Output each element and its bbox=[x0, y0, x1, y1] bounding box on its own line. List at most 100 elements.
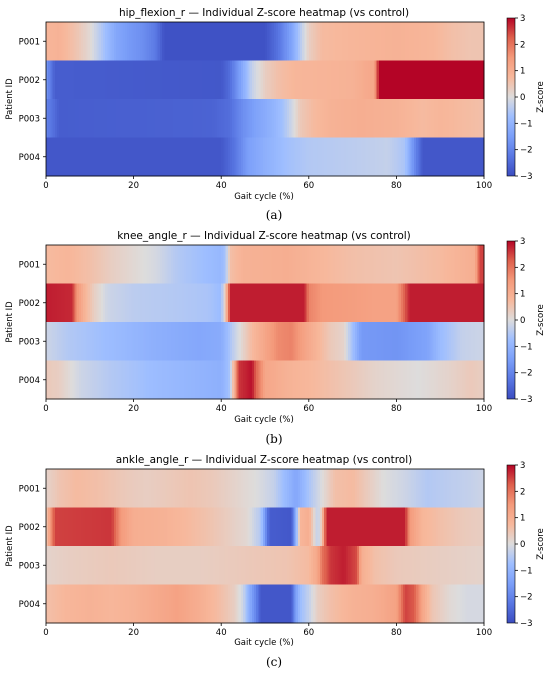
heatmap-cell bbox=[378, 137, 382, 177]
heatmap-cell bbox=[405, 469, 408, 508]
heatmap-cell bbox=[109, 360, 113, 400]
heatmap-cell bbox=[317, 22, 321, 61]
heatmap-cell bbox=[70, 22, 73, 61]
heatmap-cell bbox=[284, 546, 288, 585]
heatmap-cell bbox=[440, 507, 443, 547]
heatmap-cell bbox=[431, 283, 435, 323]
heatmap-cell bbox=[61, 469, 65, 508]
heatmap-cell bbox=[479, 507, 483, 547]
heatmap-cell bbox=[293, 99, 297, 138]
heatmap-cell bbox=[394, 546, 397, 585]
heatmap-cell bbox=[402, 283, 406, 323]
heatmap-cell bbox=[330, 283, 334, 323]
heatmap-cell bbox=[367, 137, 371, 177]
heatmap-cell bbox=[453, 322, 457, 361]
heatmap-cell bbox=[275, 584, 279, 624]
heatmap-cell bbox=[199, 283, 203, 323]
heatmap-cell bbox=[159, 137, 163, 177]
heatmap-cell bbox=[76, 283, 80, 323]
heatmap-cell bbox=[229, 22, 233, 61]
heatmap-cell bbox=[142, 22, 146, 61]
heatmap-cell bbox=[444, 60, 448, 100]
heatmap-cell bbox=[411, 245, 415, 284]
heatmap-cell bbox=[367, 322, 371, 361]
heatmap-cell bbox=[194, 322, 198, 361]
heatmap-cell bbox=[304, 245, 308, 284]
heatmap-cell bbox=[448, 60, 452, 100]
heatmap-cell bbox=[341, 99, 345, 138]
heatmap-cell bbox=[315, 283, 319, 323]
heatmap-cell bbox=[286, 245, 290, 284]
heatmap-cell bbox=[396, 507, 400, 547]
heatmap-cell bbox=[459, 546, 463, 585]
y-tick-label: P001 bbox=[19, 484, 40, 494]
heatmap-cell bbox=[477, 60, 481, 100]
heatmap-cell bbox=[446, 22, 450, 61]
heatmap-cell bbox=[400, 507, 404, 547]
heatmap-cell bbox=[455, 60, 459, 100]
heatmap-cell bbox=[67, 469, 71, 508]
heatmap-cell bbox=[383, 322, 387, 361]
heatmap-cell bbox=[234, 60, 238, 100]
x-tick-label: 40 bbox=[216, 181, 227, 191]
heatmap-cell bbox=[306, 469, 310, 508]
heatmap-cell bbox=[194, 99, 198, 138]
heatmap-cell bbox=[256, 507, 260, 547]
heatmap-cell bbox=[131, 507, 135, 547]
heatmap-cell bbox=[352, 245, 356, 284]
heatmap-cell bbox=[157, 322, 161, 361]
heatmap-cell bbox=[418, 283, 422, 323]
heatmap-cell bbox=[275, 99, 279, 138]
heatmap-cell bbox=[214, 322, 218, 361]
heatmap-cell bbox=[326, 360, 330, 400]
heatmap-cell bbox=[122, 22, 126, 61]
heatmap-cell bbox=[127, 60, 130, 100]
heatmap-cell bbox=[335, 469, 338, 508]
heatmap-cell bbox=[236, 360, 240, 400]
heatmap-cell bbox=[105, 99, 108, 138]
heatmap-cell bbox=[177, 584, 181, 624]
heatmap-cell bbox=[87, 60, 91, 100]
heatmap-cell bbox=[61, 137, 65, 177]
heatmap-cell bbox=[448, 507, 452, 547]
heatmap-cell bbox=[74, 137, 78, 177]
heatmap-cell bbox=[175, 507, 178, 547]
heatmap-cell bbox=[407, 283, 411, 323]
heatmap-cell bbox=[247, 360, 251, 400]
heatmap-cell bbox=[381, 22, 384, 61]
heatmap-cell bbox=[356, 360, 360, 400]
heatmap-cell bbox=[265, 546, 268, 585]
heatmap-cell bbox=[59, 283, 62, 323]
heatmap-cell bbox=[91, 99, 95, 138]
heatmap-cell bbox=[354, 245, 358, 284]
heatmap-cell bbox=[451, 60, 454, 100]
heatmap-cell bbox=[94, 507, 97, 547]
heatmap-cell bbox=[457, 584, 461, 624]
heatmap-cell bbox=[302, 507, 306, 547]
heatmap-cell bbox=[381, 283, 384, 323]
heatmap-cell bbox=[221, 99, 224, 138]
heatmap-cell bbox=[265, 360, 268, 400]
heatmap-cell bbox=[249, 322, 253, 361]
heatmap-cell bbox=[339, 584, 343, 624]
heatmap-cell bbox=[190, 22, 194, 61]
heatmap-cell bbox=[352, 22, 356, 61]
heatmap-cell bbox=[221, 546, 224, 585]
heatmap-cell bbox=[407, 360, 411, 400]
heatmap-cell bbox=[389, 283, 393, 323]
heatmap-cell bbox=[475, 283, 479, 323]
heatmap-cell bbox=[444, 137, 448, 177]
heatmap-cell bbox=[451, 360, 454, 400]
heatmap-cell bbox=[148, 546, 152, 585]
heatmap-cell bbox=[444, 469, 448, 508]
heatmap-cell bbox=[275, 60, 279, 100]
heatmap-cell bbox=[164, 469, 168, 508]
heatmap-cell bbox=[223, 469, 227, 508]
heatmap-cell bbox=[162, 507, 165, 547]
heatmap-cell bbox=[181, 507, 185, 547]
heatmap-cell bbox=[324, 99, 327, 138]
heatmap-cell bbox=[422, 322, 426, 361]
heatmap-cell bbox=[429, 60, 433, 100]
heatmap-cell bbox=[328, 584, 332, 624]
heatmap-cell bbox=[300, 245, 303, 284]
